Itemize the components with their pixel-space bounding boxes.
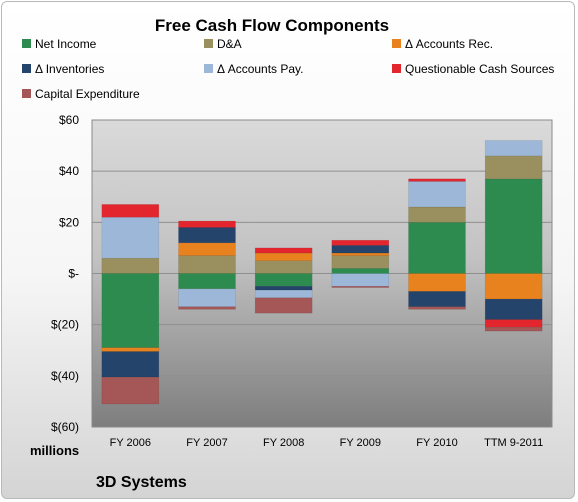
bar-capital-expenditure-fy-2010 <box>408 306 466 310</box>
bar-delta-inventories-fy-2008 <box>254 285 313 291</box>
bar-net-income-fy-2010 <box>408 222 466 274</box>
legend-swatch <box>392 39 401 48</box>
gridlines <box>92 170 552 377</box>
bar-d-a-fy-2008 <box>254 260 313 274</box>
bar-delta-inventories-fy-2007 <box>178 227 236 244</box>
x-axis-ticks: FY 2006 FY 2007 FY 2008 FY 2009 FY 2010 TTM 9… <box>110 437 544 449</box>
bar-capital-expenditure-fy-2009 <box>331 285 390 288</box>
chart-title: Free Cash Flow Components <box>155 16 389 35</box>
bar-questionable-cash-sources-fy-2009 <box>331 239 390 246</box>
bar-d-a-fy-2006 <box>101 257 160 274</box>
bar-capital-expenditure-fy-2007 <box>178 306 236 310</box>
bar-questionable-cash-sources-fy-2008 <box>254 247 313 254</box>
bar-net-income-fy-2006 <box>101 273 160 348</box>
bars <box>101 140 543 405</box>
x-tick-label: FY 2007 <box>186 437 227 449</box>
legend-item-delta-accounts-pay: Δ Accounts Pay. <box>204 62 304 76</box>
bar-d-a-fy-2007 <box>178 255 236 274</box>
legend-label: Net Income <box>35 37 97 51</box>
bar-net-income-fy-2008 <box>254 273 313 287</box>
bar-delta-accounts-pay-fy-2008 <box>254 289 313 299</box>
y-tick-label: $40 <box>59 164 79 178</box>
legend-swatch <box>204 39 213 48</box>
legend-item-d-a: D&A <box>204 37 242 51</box>
y-axis-ticks: $60 $40 $20 $- $(20) $(40) $(60) <box>51 113 79 434</box>
company-name: 3D Systems <box>96 474 187 491</box>
bar-delta-accounts-pay-ttm-9-2011 <box>484 140 543 157</box>
y-tick-label: $(40) <box>51 369 79 383</box>
legend-label: Δ Inventories <box>35 62 104 76</box>
legend-label: Capital Expenditure <box>35 87 140 101</box>
bar-d-a-fy-2010 <box>408 206 466 223</box>
bar-delta-accounts-pay-fy-2010 <box>408 181 466 208</box>
legend-swatch <box>204 64 213 73</box>
legend-label: D&A <box>217 37 242 51</box>
bar-questionable-cash-sources-ttm-9-2011 <box>484 319 543 328</box>
y-axis-unit-label: millions <box>30 443 79 458</box>
bar-delta-accounts-rec-ttm-9-2011 <box>484 273 543 300</box>
bar-d-a-ttm-9-2011 <box>484 155 543 180</box>
bar-delta-accounts-rec-fy-2009 <box>331 252 390 256</box>
y-tick-label: $(60) <box>51 420 79 434</box>
bar-questionable-cash-sources-fy-2006 <box>101 204 160 218</box>
legend-label: Δ Accounts Rec. <box>405 37 493 51</box>
bar-delta-inventories-fy-2010 <box>408 291 466 308</box>
bar-delta-accounts-pay-fy-2006 <box>101 216 160 259</box>
legend: Net Income D&A Δ Accounts Rec. Δ Inventorie… <box>22 37 554 101</box>
legend-swatch <box>22 89 31 98</box>
legend-item-capital-expenditure: Capital Expenditure <box>22 87 140 101</box>
bar-questionable-cash-sources-fy-2007 <box>178 220 236 228</box>
bar-capital-expenditure-fy-2006 <box>101 376 160 405</box>
y-tick-label: $60 <box>59 113 79 127</box>
bar-delta-accounts-rec-fy-2008 <box>254 252 313 262</box>
legend-swatch <box>22 39 31 48</box>
y-tick-label: $20 <box>59 215 79 229</box>
legend-item-questionable-cash-sources: Questionable Cash Sources <box>392 62 554 76</box>
bar-delta-accounts-pay-fy-2009 <box>331 273 390 287</box>
legend-swatch <box>22 64 31 73</box>
bar-delta-accounts-pay-fy-2007 <box>178 288 236 308</box>
x-tick-label: FY 2010 <box>416 437 457 449</box>
legend-item-delta-accounts-rec: Δ Accounts Rec. <box>392 37 493 51</box>
x-tick-label: FY 2006 <box>110 437 151 449</box>
legend-label: Δ Accounts Pay. <box>217 62 304 76</box>
y-tick-label: $- <box>68 267 79 281</box>
legend-swatch <box>392 64 401 73</box>
bar-capital-expenditure-fy-2008 <box>254 297 313 314</box>
bar-net-income-ttm-9-2011 <box>484 178 543 274</box>
bar-delta-accounts-rec-fy-2006 <box>101 347 160 352</box>
bar-delta-inventories-fy-2006 <box>101 351 160 378</box>
bar-d-a-fy-2009 <box>331 255 390 269</box>
bar-delta-inventories-ttm-9-2011 <box>484 298 543 320</box>
x-tick-label: FY 2008 <box>263 437 304 449</box>
bar-delta-inventories-fy-2009 <box>331 245 390 254</box>
bar-capital-expenditure-ttm-9-2011 <box>484 326 543 332</box>
legend-item-delta-inventories: Δ Inventories <box>22 62 104 76</box>
legend-item-net-income: Net Income <box>22 37 97 51</box>
bar-net-income-fy-2007 <box>178 273 236 290</box>
bar-delta-accounts-rec-fy-2007 <box>178 242 236 256</box>
x-tick-label: FY 2009 <box>340 437 381 449</box>
legend-label: Questionable Cash Sources <box>405 62 554 76</box>
bar-net-income-fy-2009 <box>331 268 390 274</box>
bar-questionable-cash-sources-fy-2010 <box>408 178 466 182</box>
bar-delta-accounts-rec-fy-2010 <box>408 273 466 292</box>
x-tick-label: TTM 9-2011 <box>484 437 543 449</box>
y-tick-label: $(20) <box>51 318 79 332</box>
